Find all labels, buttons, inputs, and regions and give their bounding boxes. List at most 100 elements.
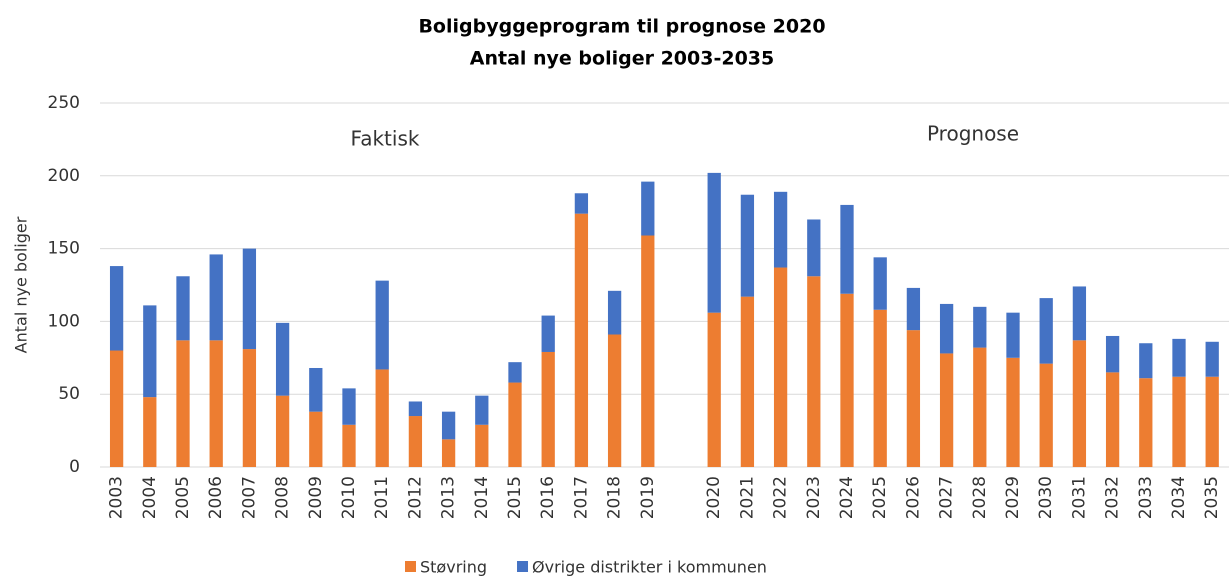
bar-segment <box>707 172 721 313</box>
x-tick-label: 2025 <box>870 476 890 519</box>
x-tick-label: 2003 <box>107 476 127 519</box>
bar-segment <box>242 349 257 467</box>
bar-segment <box>408 416 423 467</box>
bar-segment <box>1072 286 1087 341</box>
bar-segment <box>973 306 987 348</box>
y-tick-label: 100 <box>48 311 80 331</box>
bar-segment <box>143 397 157 467</box>
y-tick-label: 50 <box>58 384 80 404</box>
bar-segment <box>1039 363 1053 467</box>
bar-segment <box>242 248 257 350</box>
x-tick-label: 2018 <box>605 476 625 519</box>
x-tick-label: 2004 <box>140 476 160 519</box>
bar-segment <box>574 213 589 467</box>
annotation: Faktisk <box>351 127 420 151</box>
bar-segment <box>342 424 356 467</box>
bar-segment <box>840 293 854 467</box>
bar-segment <box>807 276 821 467</box>
x-tick-label: 2020 <box>704 476 724 519</box>
x-tick-label: 2008 <box>273 476 293 519</box>
x-tick-label: 2029 <box>1003 476 1023 519</box>
bar-segment <box>1105 335 1120 373</box>
legend-label: Støvring <box>420 558 487 577</box>
bar-segment <box>375 280 389 370</box>
legend-label: Øvrige distrikter i kommunen <box>532 558 767 577</box>
bar-segment <box>1205 341 1219 377</box>
bar-segment <box>1172 376 1186 467</box>
bar-segment <box>807 219 821 277</box>
y-axis-label: Antal nye boliger <box>12 216 31 353</box>
bar-segment <box>109 350 124 467</box>
bar-segment <box>773 191 788 268</box>
bar-segment <box>1172 338 1186 377</box>
bar-segment <box>574 193 589 214</box>
bar-segment <box>939 353 954 467</box>
x-tick-label: 2024 <box>837 476 857 519</box>
x-tick-label: 2012 <box>405 476 425 519</box>
bar-segment <box>873 309 887 467</box>
bar-segment <box>209 340 223 467</box>
x-tick-label: 2034 <box>1169 476 1189 519</box>
bar-segment <box>973 347 987 467</box>
bar-segment <box>1039 298 1053 364</box>
bar-segment <box>309 411 323 467</box>
bar-segment <box>275 322 290 396</box>
y-tick-label: 150 <box>48 239 80 259</box>
y-tick-label: 250 <box>48 93 80 113</box>
x-tick-label: 2027 <box>937 476 957 519</box>
x-tick-label: 2019 <box>638 476 658 519</box>
bar-segment <box>541 351 555 467</box>
x-tick-label: 2033 <box>1136 476 1156 519</box>
x-tick-label: 2031 <box>1069 476 1089 519</box>
bar-segment <box>209 254 223 341</box>
y-tick-label: 0 <box>69 457 80 477</box>
x-tick-label: 2026 <box>903 476 923 519</box>
bar-segment <box>143 305 157 398</box>
legend-swatch <box>405 561 416 572</box>
x-tick-label: 2011 <box>372 476 392 519</box>
annotation: Prognose <box>927 122 1019 146</box>
bar-segment <box>441 439 456 467</box>
bar-segment <box>342 388 356 425</box>
bar-segment <box>773 267 788 467</box>
x-tick-label: 2028 <box>970 476 990 519</box>
bar-segment <box>707 312 721 467</box>
bar-segment <box>607 290 622 335</box>
bar-segment <box>740 194 755 297</box>
bar-segment <box>1006 357 1020 467</box>
x-tick-label: 2015 <box>505 476 525 519</box>
x-tick-label: 2032 <box>1103 476 1123 519</box>
bar-segment <box>641 181 655 236</box>
bar-segment <box>375 369 389 467</box>
y-tick-label: 200 <box>48 166 80 186</box>
bar-segment <box>441 411 456 440</box>
bar-segment <box>475 395 489 425</box>
x-tick-label: 2009 <box>306 476 326 519</box>
bar-segment <box>541 315 555 352</box>
bar-segment <box>1139 343 1153 379</box>
x-tick-label: 2006 <box>206 476 226 519</box>
x-tick-label: 2016 <box>538 476 558 519</box>
bar-segment <box>1205 376 1219 467</box>
bar-segment <box>607 334 622 467</box>
bar-segment <box>1072 340 1087 467</box>
bar-segment <box>508 362 522 383</box>
x-tick-label: 2013 <box>439 476 459 519</box>
bar-segment <box>740 296 755 467</box>
x-tick-label: 2005 <box>173 476 193 519</box>
x-tick-label: 2022 <box>771 476 791 519</box>
bar-segment <box>1139 378 1153 467</box>
x-tick-label: 2030 <box>1036 476 1056 519</box>
bar-segment <box>309 367 323 412</box>
bar-segment <box>1006 312 1020 358</box>
bar-segment <box>1105 372 1120 467</box>
bar-segment <box>840 204 854 294</box>
bar-segment <box>176 276 190 341</box>
chart-title: Boligbyggeprogram til prognose 2020 <box>418 16 825 38</box>
bar-segment <box>176 340 190 467</box>
bar-segment <box>939 303 954 354</box>
x-tick-label: 2007 <box>239 476 259 519</box>
bar-segment <box>275 395 290 467</box>
chart-subtitle: Antal nye boliger 2003-2035 <box>470 48 774 70</box>
x-tick-label: 2017 <box>571 476 591 519</box>
